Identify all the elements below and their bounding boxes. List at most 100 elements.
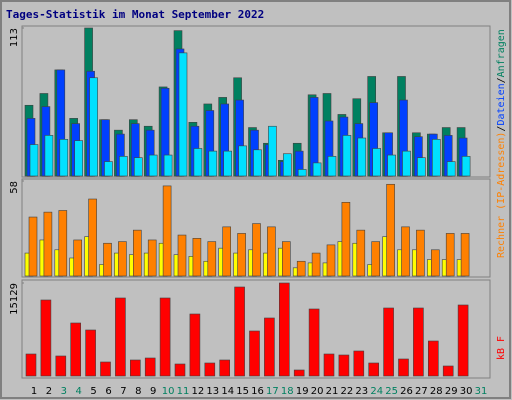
x-tick-label: 28 [430,386,443,397]
bar [238,145,247,177]
bar [115,297,126,377]
bar [133,229,142,277]
bar [342,135,352,177]
bar [177,234,187,277]
bar [43,211,53,277]
bar [118,241,127,277]
bar [249,330,260,377]
x-tick-label: 8 [135,386,141,397]
bar [40,299,52,377]
bar [159,297,171,377]
bar [192,238,202,277]
bar [119,156,128,177]
bar [427,340,439,377]
x-tick-label: 31 [475,386,488,397]
bar [144,357,156,377]
x-tick-label: 29 [445,386,458,397]
y-tick-label: 15129 [9,283,20,315]
x-tick-label: 23 [355,386,368,397]
bar [193,148,203,177]
x-tick-label: 7 [120,386,126,397]
x-tick-label: 10 [162,386,175,397]
bar [368,362,380,377]
bar [416,229,425,277]
x-tick-label: 26 [400,386,413,397]
bar [326,244,336,277]
bar [267,226,276,277]
legend-entry: Anfragen [496,29,507,77]
bar [178,52,188,177]
bar [413,307,424,377]
bar [398,358,409,377]
bar [55,355,67,377]
bar [74,140,83,177]
bar [174,363,186,377]
x-tick-label: 9 [150,386,156,397]
bar [371,241,381,277]
bar [59,139,69,177]
bar [297,169,307,177]
x-tick-label: 16 [251,386,264,397]
bar [327,156,337,177]
bar [446,161,456,177]
bar [103,242,112,277]
legend-entry: / [496,77,507,83]
bar [134,157,143,177]
bar [278,282,290,377]
bar [89,77,98,177]
x-tick-label: 19 [296,386,309,397]
bar [311,252,321,277]
bar [430,249,440,277]
bar [252,223,261,277]
x-tick-label: 11 [177,386,190,397]
x-tick-label: 12 [192,386,205,397]
bar [387,154,396,177]
x-tick-label: 1 [31,386,37,397]
x-tick-label: 18 [281,386,294,397]
bar [208,150,218,177]
bar [207,241,217,277]
x-tick-label: 27 [415,386,428,397]
legend-entry: kB F [496,336,507,360]
bar [460,233,470,277]
bar [44,135,54,177]
x-tick-label: 3 [61,386,67,397]
y-tick-label: 58 [9,181,20,194]
bar [104,161,113,177]
bar [356,229,366,277]
x-tick-label: 25 [385,386,398,397]
bar [147,239,157,277]
bar [308,308,320,377]
x-tick-label: 15 [236,386,249,397]
bar [401,226,410,277]
bar [461,156,471,177]
bar [457,304,469,377]
bar [383,307,394,377]
bar [29,144,39,177]
bar [58,210,68,277]
x-tick-label: 17 [266,386,279,397]
chart-title: Tages-Statistik im Monat September 2022 [6,8,264,21]
bar [386,183,395,277]
bar [282,153,292,177]
x-tick-label: 2 [46,386,52,397]
bar [293,369,305,377]
legend: Rechner (IP-Adressen)/Dateien/Anfragen [496,29,507,258]
bar [417,157,426,177]
bar [223,150,232,177]
bar [442,365,454,377]
bar [189,313,201,377]
bar [338,354,350,377]
bar [431,139,441,177]
bar [100,361,111,377]
bar [25,353,37,377]
bar [28,216,38,277]
bar [372,148,382,177]
bar [222,226,231,277]
bar [219,359,230,377]
x-tick-label: 14 [221,386,234,397]
bar [148,154,158,177]
x-tick-label: 21 [326,386,339,397]
